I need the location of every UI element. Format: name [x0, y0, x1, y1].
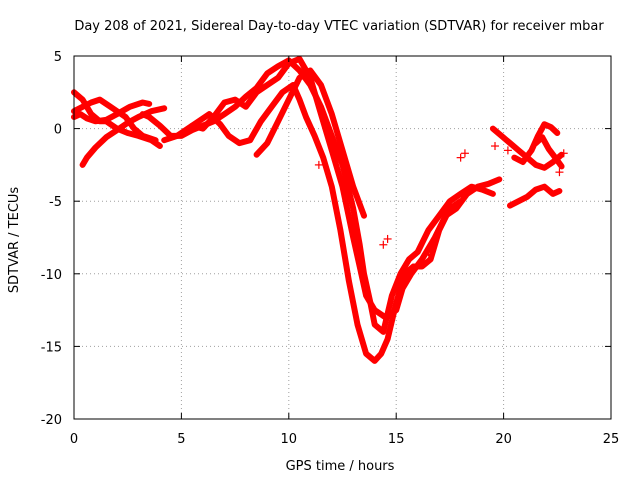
series-trace [71, 96, 159, 144]
data-point-marker [491, 142, 500, 151]
series-trace [511, 121, 561, 165]
data-point-marker [503, 146, 512, 155]
data-point-marker [314, 160, 323, 169]
y-tick-label: -15 [41, 340, 62, 355]
y-tick-label: -20 [41, 413, 62, 428]
chart-title: Day 208 of 2021, Sidereal Day-to-day VTE… [74, 19, 604, 34]
axis-layer: 0 5 10 15 20 25 5 0 -5 -10 -15 -20 [41, 50, 620, 447]
data-point-marker [379, 240, 388, 249]
x-tick-label: 25 [603, 432, 620, 447]
data-layer [71, 55, 568, 364]
x-tick-label: 0 [70, 432, 78, 447]
y-axis-label: SDTVAR / TECUs [7, 187, 22, 294]
series-trace [253, 67, 367, 219]
x-tick-label: 20 [495, 432, 512, 447]
series-trace [71, 99, 153, 125]
data-point-marker [456, 153, 465, 162]
data-point-marker [559, 149, 568, 158]
series-trace [161, 82, 464, 364]
series-trace [189, 55, 503, 321]
plot-frame [73, 55, 612, 420]
data-point-marker [424, 248, 433, 257]
x-axis-label: GPS time / hours [286, 459, 395, 474]
data-point-marker [383, 234, 392, 243]
data-point-marker [460, 149, 469, 158]
data-point-marker [555, 168, 564, 177]
y-tick-label: 0 [54, 123, 62, 138]
x-tick-label: 5 [177, 432, 185, 447]
x-tick-label: 15 [388, 432, 405, 447]
x-tick-label: 10 [281, 432, 298, 447]
series-trace [507, 183, 563, 209]
y-tick-label: -10 [41, 268, 62, 283]
y-tick-label: -5 [49, 195, 62, 210]
y-tick-label: 5 [54, 50, 62, 65]
series-trace [532, 134, 565, 170]
